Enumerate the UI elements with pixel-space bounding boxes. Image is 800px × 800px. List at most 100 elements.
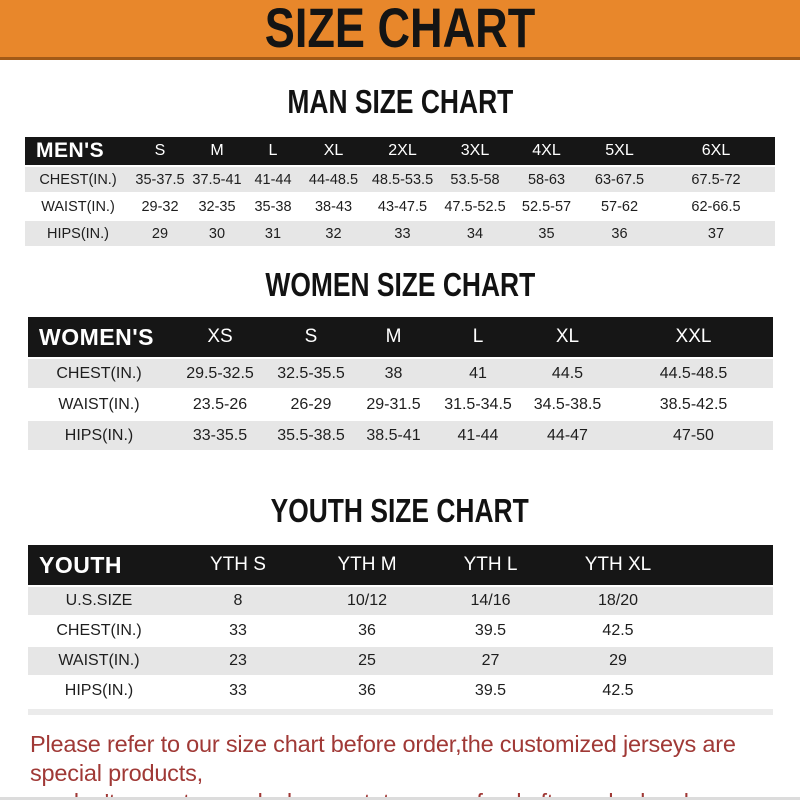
size-value-cell: 38.5-42.5 xyxy=(614,390,773,419)
bottom-border-strip xyxy=(0,797,800,800)
size-value-cell: 41-44 xyxy=(245,167,301,192)
size-value-cell: 52.5-57 xyxy=(511,194,582,219)
measurement-row-label: U.S.SIZE xyxy=(28,587,170,615)
size-value-cell: 34 xyxy=(439,221,511,246)
row-filler-cell xyxy=(683,617,773,645)
size-column-header: L xyxy=(245,137,301,165)
youth-header-row: YOUTH YTH S YTH M YTH L YTH XL xyxy=(28,545,773,585)
measurement-row-label: CHEST(IN.) xyxy=(28,617,170,645)
row-filler-cell xyxy=(683,677,773,705)
size-column-header: 5XL xyxy=(582,137,657,165)
size-value-cell: 8 xyxy=(170,587,306,615)
table-row: U.S.SIZE 8 10/12 14/16 18/20 xyxy=(28,587,773,615)
page-title: SIZE CHART xyxy=(264,0,536,60)
size-value-cell: 32.5-35.5 xyxy=(270,359,352,388)
table-row: HIPS(IN.) 33-35.5 35.5-38.5 38.5-41 41-44 44-… xyxy=(28,421,773,450)
size-value-cell: 37 xyxy=(657,221,775,246)
size-column-header: XL xyxy=(521,317,614,357)
size-value-cell: 33 xyxy=(366,221,439,246)
size-value-cell: 30 xyxy=(189,221,245,246)
size-value-cell: 33 xyxy=(170,677,306,705)
size-value-cell: 32-35 xyxy=(189,194,245,219)
table-row: HIPS(IN.) 33 36 39.5 42.5 xyxy=(28,677,773,705)
size-column-header: XXL xyxy=(614,317,773,357)
size-value-cell: 47-50 xyxy=(614,421,773,450)
size-value-cell: 35-37.5 xyxy=(131,167,189,192)
size-value-cell: 62-66.5 xyxy=(657,194,775,219)
measurement-row-label: WAIST(IN.) xyxy=(28,647,170,675)
size-value-cell: 29 xyxy=(131,221,189,246)
size-value-cell: 35 xyxy=(511,221,582,246)
size-value-cell: 23.5-26 xyxy=(170,390,270,419)
measurement-row-label: HIPS(IN.) xyxy=(25,221,131,246)
size-column-header: 4XL xyxy=(511,137,582,165)
size-column-header: YTH XL xyxy=(553,545,683,585)
size-value-cell: 63-67.5 xyxy=(582,167,657,192)
size-value-cell: 35.5-38.5 xyxy=(270,421,352,450)
size-value-cell: 36 xyxy=(306,677,428,705)
size-value-cell: 67.5-72 xyxy=(657,167,775,192)
youth-section-title-text: YOUTH SIZE CHART xyxy=(270,493,530,530)
size-value-cell: 31 xyxy=(245,221,301,246)
size-column-header: 3XL xyxy=(439,137,511,165)
header-filler-cell xyxy=(683,545,773,585)
man-section-title-text: MAN SIZE CHART xyxy=(287,84,513,121)
size-value-cell: 41 xyxy=(435,359,521,388)
size-value-cell: 38.5-41 xyxy=(352,421,435,450)
size-column-header: XS xyxy=(170,317,270,357)
size-value-cell: 58-63 xyxy=(511,167,582,192)
size-value-cell: 29-31.5 xyxy=(352,390,435,419)
row-filler-cell xyxy=(683,587,773,615)
measurement-row-label: HIPS(IN.) xyxy=(28,677,170,705)
size-column-header: 6XL xyxy=(657,137,775,165)
measurement-row-label: CHEST(IN.) xyxy=(25,167,131,192)
table-row: WAIST(IN.) 23.5-26 26-29 29-31.5 31.5-34.5 34… xyxy=(28,390,773,419)
size-value-cell: 57-62 xyxy=(582,194,657,219)
size-value-cell: 26-29 xyxy=(270,390,352,419)
table-row: CHEST(IN.) 33 36 39.5 42.5 xyxy=(28,617,773,645)
table-row: WAIST(IN.) 23 25 27 29 xyxy=(28,647,773,675)
size-value-cell: 29 xyxy=(553,647,683,675)
size-value-cell: 53.5-58 xyxy=(439,167,511,192)
size-value-cell: 39.5 xyxy=(428,617,553,645)
size-value-cell: 32 xyxy=(301,221,366,246)
youth-section-title: YOUTH SIZE CHART xyxy=(0,493,800,530)
footer-note-line2: we don't accept cancel, change, teturn o… xyxy=(30,788,782,800)
size-value-cell: 36 xyxy=(306,617,428,645)
size-value-cell: 47.5-52.5 xyxy=(439,194,511,219)
women-size-table: WOMEN'S XS S M L XL XXL CHEST(IN.) 29.5-32.5 32.… xyxy=(28,315,773,452)
men-header-row: MEN'S S M L XL 2XL 3XL 4XL 5XL 6XL xyxy=(25,137,775,165)
size-value-cell: 37.5-41 xyxy=(189,167,245,192)
size-value-cell: 29.5-32.5 xyxy=(170,359,270,388)
size-value-cell: 38-43 xyxy=(301,194,366,219)
size-column-header: XL xyxy=(301,137,366,165)
table-row: WAIST(IN.) 29-32 32-35 35-38 38-43 43-47.5 47.… xyxy=(25,194,775,219)
size-value-cell: 31.5-34.5 xyxy=(435,390,521,419)
size-column-header: YTH L xyxy=(428,545,553,585)
size-value-cell: 25 xyxy=(306,647,428,675)
size-value-cell: 14/16 xyxy=(428,587,553,615)
table-group-label: MEN'S xyxy=(25,137,131,165)
youth-table-bottom-edge xyxy=(28,709,773,715)
size-column-header: YTH S xyxy=(170,545,306,585)
size-value-cell: 48.5-53.5 xyxy=(366,167,439,192)
row-filler-cell xyxy=(683,647,773,675)
table-row: HIPS(IN.) 29 30 31 32 33 34 35 36 37 xyxy=(25,221,775,246)
table-group-label: WOMEN'S xyxy=(28,317,170,357)
size-value-cell: 35-38 xyxy=(245,194,301,219)
measurement-row-label: WAIST(IN.) xyxy=(25,194,131,219)
size-value-cell: 43-47.5 xyxy=(366,194,439,219)
size-value-cell: 42.5 xyxy=(553,677,683,705)
footer-note: Please refer to our size chart before or… xyxy=(30,730,782,800)
size-value-cell: 41-44 xyxy=(435,421,521,450)
size-value-cell: 34.5-38.5 xyxy=(521,390,614,419)
size-value-cell: 29-32 xyxy=(131,194,189,219)
size-value-cell: 10/12 xyxy=(306,587,428,615)
size-column-header: L xyxy=(435,317,521,357)
size-value-cell: 38 xyxy=(352,359,435,388)
women-section-title: WOMEN SIZE CHART xyxy=(0,267,800,303)
size-column-header: YTH M xyxy=(306,545,428,585)
size-value-cell: 44.5 xyxy=(521,359,614,388)
men-size-table: MEN'S S M L XL 2XL 3XL 4XL 5XL 6XL CHEST(IN.) 35-3… xyxy=(25,135,775,248)
size-column-header: S xyxy=(131,137,189,165)
